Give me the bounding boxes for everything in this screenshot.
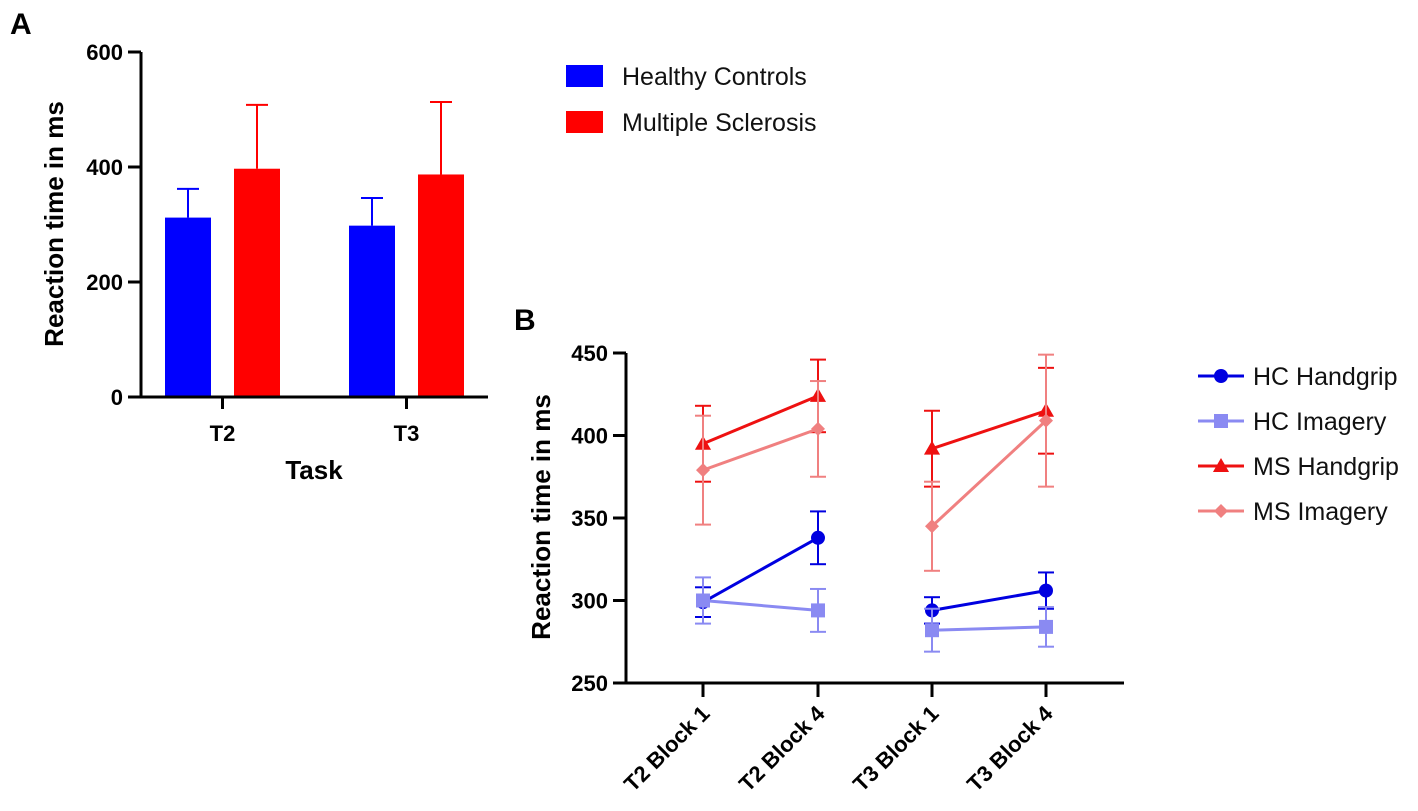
- series-line: [931, 589, 1047, 612]
- x-tick-label: T2 Block 1: [619, 701, 714, 796]
- marker-square: [1039, 619, 1053, 634]
- legend-label: HC Imagery: [1253, 408, 1387, 436]
- marker-circle: [811, 530, 825, 545]
- marker-triangle: [1212, 457, 1230, 472]
- legend-label: Healthy Controls: [622, 63, 807, 91]
- series-hc-handgrip: [695, 510, 1054, 625]
- bar: [165, 217, 211, 397]
- y-tick-label: 400: [571, 424, 608, 449]
- series-line: [930, 419, 1048, 528]
- panel-b-y-ticks: 250 300 350 400 450: [571, 341, 626, 696]
- panel-b-line-chart: T2 Block 1 T2 Block 4 T3 Block 1 T3 Block 4…: [526, 341, 1124, 796]
- series-line: [931, 625, 1047, 632]
- marker-triangle: [923, 440, 941, 455]
- x-tick-label: T3 Block 4: [962, 700, 1058, 796]
- panel-a-x-axis-title: Task: [285, 455, 343, 485]
- x-tick-label: T2 Block 4: [734, 700, 830, 796]
- panel-b-series: [694, 353, 1055, 653]
- panel-a-y-ticks: 0 200 400 600: [86, 40, 141, 410]
- y-tick-label: 400: [86, 155, 123, 180]
- marker-square: [811, 603, 825, 618]
- marker-square: [925, 623, 939, 638]
- y-tick-label: 600: [86, 40, 123, 65]
- marker-diamond: [1039, 413, 1053, 428]
- x-tick-label: T2: [210, 421, 236, 446]
- marker-square: [1214, 414, 1228, 428]
- series-line: [702, 427, 819, 472]
- panel-b-letter: B: [514, 304, 536, 337]
- marker-diamond: [696, 463, 710, 478]
- legend-label: Multiple Sclerosis: [622, 109, 817, 137]
- series-hc-imagery: [695, 576, 1054, 653]
- panel-a-legend: Healthy Controls Multiple Sclerosis: [566, 63, 817, 137]
- legend-label: MS Imagery: [1253, 498, 1388, 526]
- marker-diamond: [925, 519, 939, 534]
- y-tick-label: 350: [571, 506, 608, 531]
- y-tick-label: 300: [571, 589, 608, 614]
- panel-a-letter: A: [10, 8, 32, 41]
- bar: [234, 168, 280, 397]
- panel-a-bar-chart: 0 200 400 600 T2 T3 Task Reaction time in ms: [39, 40, 488, 485]
- panel-a-bars: [165, 101, 464, 397]
- series-ms-imagery: [695, 353, 1054, 572]
- series-line: [702, 599, 819, 612]
- marker-circle: [1039, 583, 1053, 598]
- legend-swatch: [566, 111, 603, 133]
- marker-diamond: [811, 421, 825, 436]
- bar: [418, 174, 464, 397]
- y-tick-label: 450: [571, 341, 608, 366]
- x-tick-label: T3: [394, 421, 420, 446]
- panel-a-x-ticks: T2 T3: [210, 397, 420, 446]
- series-line: [702, 394, 819, 446]
- legend-swatch: [566, 65, 603, 87]
- x-tick-label: T3 Block 1: [848, 701, 943, 796]
- panel-b-legend: HC Handgrip HC Imagery MS Handgrip MS Image…: [1198, 363, 1399, 526]
- y-tick-label: 200: [86, 270, 123, 295]
- marker-circle: [1214, 369, 1228, 383]
- series-line: [702, 536, 819, 604]
- legend-label: HC Handgrip: [1253, 363, 1398, 391]
- series-line: [931, 409, 1047, 451]
- panel-b-x-ticks: T2 Block 1 T2 Block 4 T3 Block 1 T3 Block 4: [619, 683, 1058, 796]
- panel-a-y-axis-title: Reaction time in ms: [39, 101, 69, 347]
- series-ms-handgrip: [694, 358, 1055, 488]
- legend-label: MS Handgrip: [1253, 453, 1399, 481]
- bar: [349, 225, 395, 397]
- y-tick-label: 0: [111, 385, 123, 410]
- y-tick-label: 250: [571, 671, 608, 696]
- marker-diamond: [1214, 504, 1228, 518]
- marker-square: [696, 593, 710, 608]
- panel-b-y-axis-title: Reaction time in ms: [526, 394, 556, 640]
